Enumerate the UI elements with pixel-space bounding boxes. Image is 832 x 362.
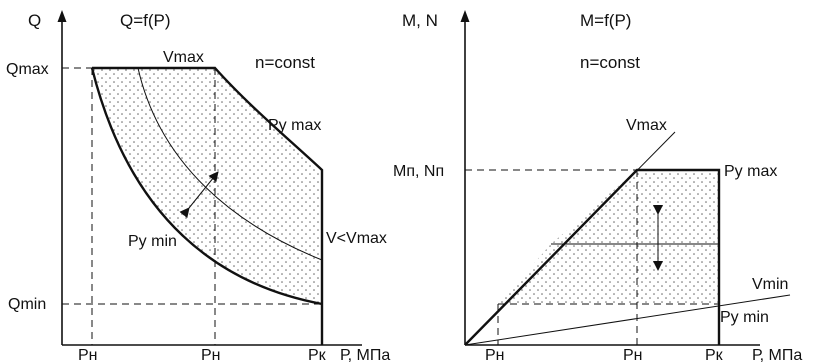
right-x-tick-2: Рн — [623, 347, 643, 362]
left-vmax-label: Vmax — [163, 49, 204, 66]
left-boundary-curve — [92, 66, 324, 345]
left-diagram: Q Q=f(P) n=const Qmax Qmin Vmax Ру max Р… — [6, 10, 390, 362]
left-qmax-label: Qmax — [6, 61, 49, 78]
right-x-tick-1: Рн — [485, 347, 505, 362]
right-note: n=const — [580, 53, 640, 72]
right-x-tick-3: Рк — [705, 347, 724, 362]
right-x-axis-label: Р, МПа — [752, 347, 802, 362]
right-vmax-label: Vmax — [626, 117, 667, 134]
right-pymin-label: Ру min — [720, 309, 769, 326]
left-note: n=const — [255, 53, 315, 72]
left-adjust-arrow-icon — [179, 171, 219, 219]
left-x-tick-2: Рн — [201, 347, 221, 362]
right-vmin-line — [464, 294, 791, 346]
left-y-axis-arrow-icon — [57, 10, 67, 22]
left-pymax-label: Ру max — [268, 117, 321, 134]
left-x-tick-1: Рн — [78, 347, 98, 362]
left-vless-label: V<Vmax — [326, 230, 387, 247]
left-x-axis-label: Р, МПа — [340, 347, 390, 362]
right-y-axis-arrow-icon — [460, 10, 470, 22]
left-qmin-label: Qmin — [8, 296, 46, 313]
left-y-axis-label: Q — [28, 11, 41, 30]
left-lower-curve — [90, 67, 323, 306]
left-title: Q=f(P) — [120, 11, 171, 30]
right-mn-label: Mп, Nп — [393, 163, 444, 180]
right-boundary — [464, 168, 721, 346]
left-pymin-label: Ру min — [128, 233, 177, 250]
right-diagram: M, N M=f(P) n=const Mп, Nп Vmax Ру max V… — [393, 10, 802, 362]
right-title: M=f(P) — [580, 11, 631, 30]
right-y-axis-label: M, N — [402, 11, 438, 30]
right-operating-region — [498, 170, 719, 305]
left-x-tick-3: Рк — [308, 347, 327, 362]
right-vmin-label: Vmin — [752, 276, 788, 293]
right-pymax-label: Ру max — [724, 163, 777, 180]
